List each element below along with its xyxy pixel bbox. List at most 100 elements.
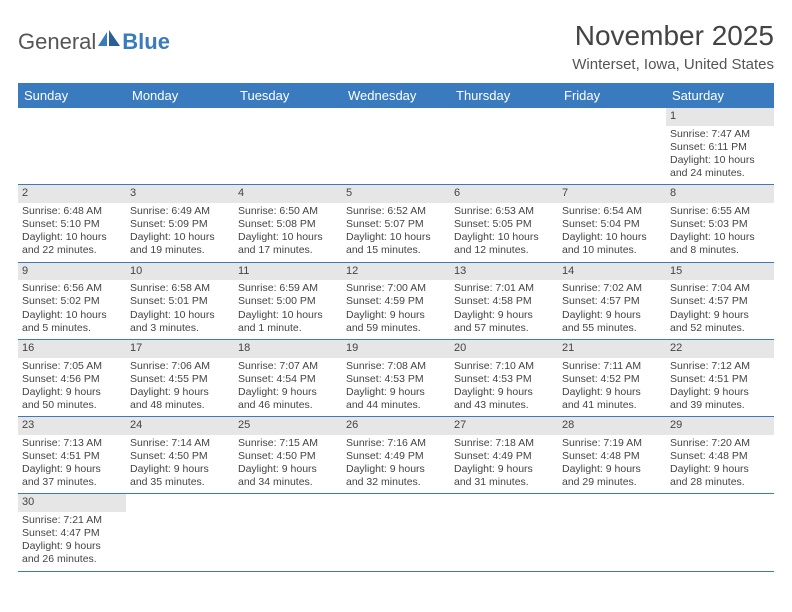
calendar-cell: 6 Sunrise: 6:53 AMSunset: 5:05 PMDaylight… (450, 185, 558, 262)
day2-text: and 50 minutes. (22, 399, 122, 412)
day2-text: and 55 minutes. (562, 322, 662, 335)
day2-text: and 17 minutes. (238, 244, 338, 257)
calendar-cell: 21Sunrise: 7:11 AMSunset: 4:52 PMDayligh… (558, 340, 666, 417)
calendar-cell: 8Sunrise: 6:55 AMSunset: 5:03 PMDaylight… (666, 185, 774, 262)
day2-text: and 48 minutes. (130, 399, 230, 412)
day-number: 27 (450, 417, 558, 435)
day1-text: Daylight: 9 hours (22, 386, 122, 399)
day1-text: Daylight: 10 hours (130, 231, 230, 244)
calendar-cell: 15Sunrise: 7:04 AMSunset: 4:57 PMDayligh… (666, 263, 774, 340)
day1-text: Daylight: 9 hours (238, 386, 338, 399)
calendar-cell-empty (234, 108, 342, 185)
calendar-cell: 16Sunrise: 7:05 AMSunset: 4:56 PMDayligh… (18, 340, 126, 417)
day-number: 19 (342, 340, 450, 358)
day1-text: Daylight: 9 hours (130, 386, 230, 399)
calendar-cell: 3Sunrise: 6:49 AMSunset: 5:09 PMDaylight… (126, 185, 234, 262)
sunset-text: Sunset: 4:53 PM (346, 373, 446, 386)
day2-text: and 37 minutes. (22, 476, 122, 489)
day-number: 30 (18, 494, 126, 512)
calendar-cell: 5Sunrise: 6:52 AMSunset: 5:07 PMDaylight… (342, 185, 450, 262)
calendar-cell: 18Sunrise: 7:07 AMSunset: 4:54 PMDayligh… (234, 340, 342, 417)
sail-icon (98, 28, 120, 54)
day2-text: and 15 minutes. (346, 244, 446, 257)
day1-text: Daylight: 9 hours (562, 386, 662, 399)
day2-text: and 24 minutes. (670, 167, 770, 180)
day-number: 14 (558, 263, 666, 281)
sunset-text: Sunset: 4:47 PM (22, 527, 122, 540)
day1-text: Daylight: 9 hours (454, 309, 554, 322)
day1-text: Daylight: 9 hours (346, 386, 446, 399)
sunrise-text: Sunrise: 7:01 AM (454, 282, 554, 295)
calendar-cell: 12Sunrise: 7:00 AMSunset: 4:59 PMDayligh… (342, 263, 450, 340)
sunset-text: Sunset: 5:02 PM (22, 295, 122, 308)
day-number: 16 (18, 340, 126, 358)
day2-text: and 57 minutes. (454, 322, 554, 335)
calendar-cell-empty (558, 108, 666, 185)
sunrise-text: Sunrise: 7:12 AM (670, 360, 770, 373)
sunset-text: Sunset: 6:11 PM (670, 141, 770, 154)
sunset-text: Sunset: 4:50 PM (130, 450, 230, 463)
calendar-cell: 4Sunrise: 6:50 AMSunset: 5:08 PMDaylight… (234, 185, 342, 262)
day-number: 22 (666, 340, 774, 358)
calendar-cell: 17Sunrise: 7:06 AMSunset: 4:55 PMDayligh… (126, 340, 234, 417)
day1-text: Daylight: 10 hours (130, 309, 230, 322)
day1-text: Daylight: 9 hours (562, 309, 662, 322)
calendar-cell: 9Sunrise: 6:56 AMSunset: 5:02 PMDaylight… (18, 263, 126, 340)
day1-text: Daylight: 9 hours (670, 309, 770, 322)
sunset-text: Sunset: 4:57 PM (670, 295, 770, 308)
day1-text: Daylight: 9 hours (22, 540, 122, 553)
sunset-text: Sunset: 4:57 PM (562, 295, 662, 308)
day-number: 17 (126, 340, 234, 358)
calendar-cell: 29Sunrise: 7:20 AMSunset: 4:48 PMDayligh… (666, 417, 774, 494)
day2-text: and 12 minutes. (454, 244, 554, 257)
weekday-header: Thursday (450, 83, 558, 108)
calendar-cell: 10Sunrise: 6:58 AMSunset: 5:01 PMDayligh… (126, 263, 234, 340)
sunset-text: Sunset: 5:05 PM (454, 218, 554, 231)
day2-text: and 35 minutes. (130, 476, 230, 489)
sunrise-text: Sunrise: 7:13 AM (22, 437, 122, 450)
day2-text: and 43 minutes. (454, 399, 554, 412)
day-number: 6 (450, 185, 558, 203)
day1-text: Daylight: 10 hours (454, 231, 554, 244)
day2-text: and 26 minutes. (22, 553, 122, 566)
sunset-text: Sunset: 5:04 PM (562, 218, 662, 231)
sunrise-text: Sunrise: 7:21 AM (22, 514, 122, 527)
day1-text: Daylight: 9 hours (454, 463, 554, 476)
sunset-text: Sunset: 5:00 PM (238, 295, 338, 308)
sunrise-text: Sunrise: 6:59 AM (238, 282, 338, 295)
calendar-cell-empty (450, 108, 558, 185)
month-title: November 2025 (572, 20, 774, 52)
day-number: 4 (234, 185, 342, 203)
sunrise-text: Sunrise: 7:19 AM (562, 437, 662, 450)
day2-text: and 46 minutes. (238, 399, 338, 412)
calendar-cell-empty (450, 494, 558, 571)
day1-text: Daylight: 9 hours (670, 463, 770, 476)
day2-text: and 3 minutes. (130, 322, 230, 335)
day1-text: Daylight: 9 hours (238, 463, 338, 476)
day-number: 15 (666, 263, 774, 281)
day2-text: and 39 minutes. (670, 399, 770, 412)
day-number: 2 (18, 185, 126, 203)
sunset-text: Sunset: 5:07 PM (346, 218, 446, 231)
day2-text: and 29 minutes. (562, 476, 662, 489)
sunset-text: Sunset: 4:56 PM (22, 373, 122, 386)
calendar-cell: 26Sunrise: 7:16 AMSunset: 4:49 PMDayligh… (342, 417, 450, 494)
brand-part1: General (18, 29, 96, 55)
day1-text: Daylight: 9 hours (562, 463, 662, 476)
sunset-text: Sunset: 4:48 PM (562, 450, 662, 463)
day1-text: Daylight: 10 hours (670, 231, 770, 244)
title-block: November 2025 Winterset, Iowa, United St… (572, 20, 774, 73)
day-number: 29 (666, 417, 774, 435)
sunrise-text: Sunrise: 6:58 AM (130, 282, 230, 295)
calendar-cell: 27Sunrise: 7:18 AMSunset: 4:49 PMDayligh… (450, 417, 558, 494)
sunrise-text: Sunrise: 7:16 AM (346, 437, 446, 450)
calendar-cell-empty (666, 494, 774, 571)
sunrise-text: Sunrise: 6:53 AM (454, 205, 554, 218)
sunset-text: Sunset: 5:09 PM (130, 218, 230, 231)
sunrise-text: Sunrise: 7:10 AM (454, 360, 554, 373)
calendar-cell-empty (126, 494, 234, 571)
sunset-text: Sunset: 4:52 PM (562, 373, 662, 386)
sunrise-text: Sunrise: 6:52 AM (346, 205, 446, 218)
day-number: 25 (234, 417, 342, 435)
sunset-text: Sunset: 4:53 PM (454, 373, 554, 386)
